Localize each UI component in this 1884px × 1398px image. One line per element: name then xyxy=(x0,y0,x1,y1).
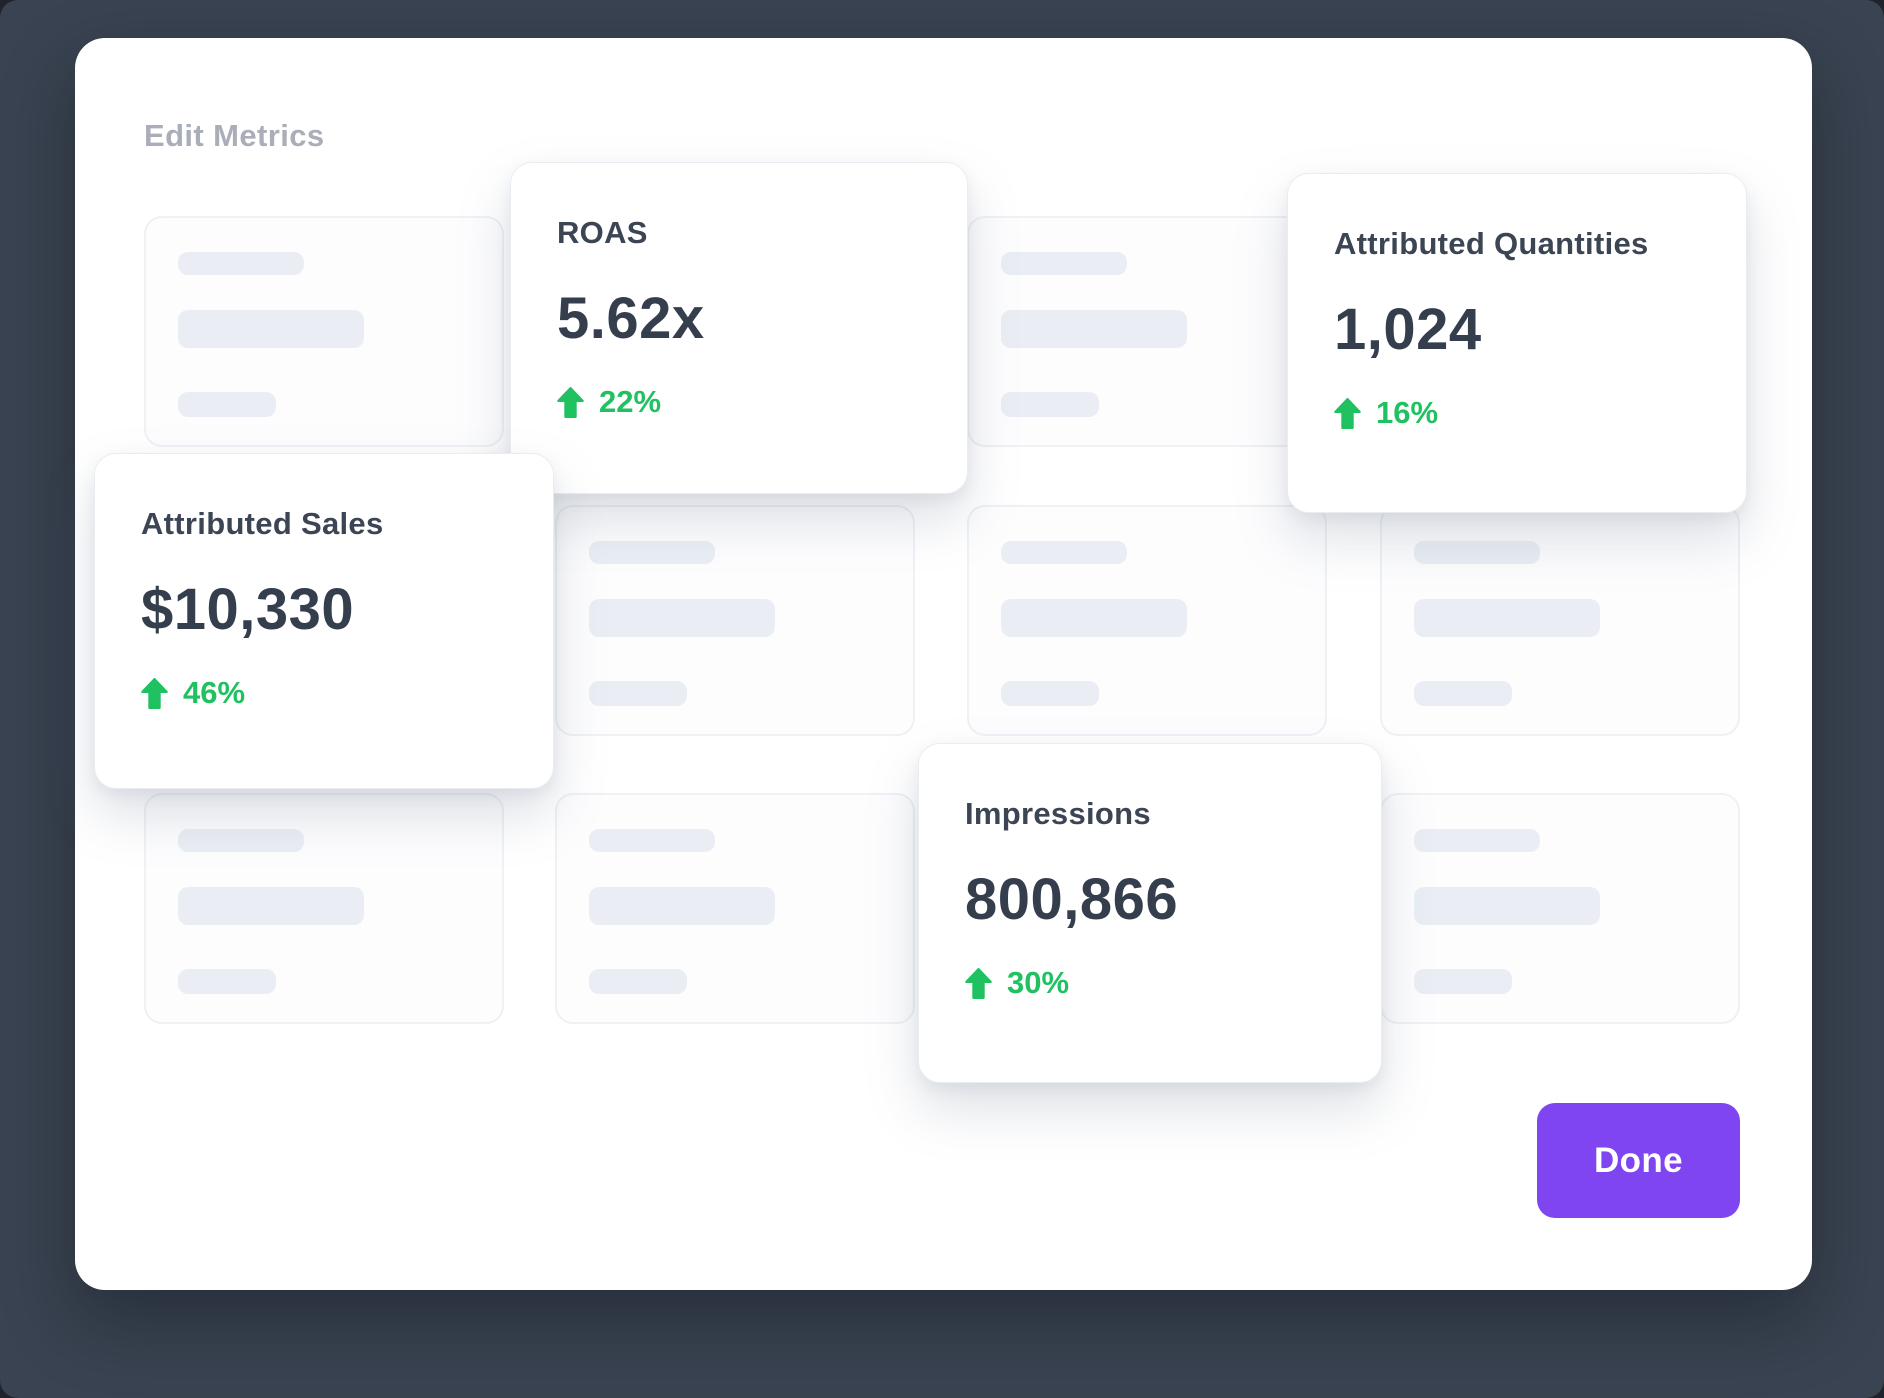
placeholder-metric-card[interactable] xyxy=(555,505,915,736)
skeleton-bar xyxy=(589,681,687,706)
metric-value: 5.62x xyxy=(557,286,705,351)
skeleton-bar xyxy=(1001,392,1099,417)
skeleton-bar xyxy=(178,969,276,994)
metric-value: $10,330 xyxy=(141,577,355,642)
skeleton-bar xyxy=(178,829,304,852)
skeleton-bar xyxy=(1414,969,1512,994)
metric-change-value: 22% xyxy=(599,384,662,419)
skeleton-bar xyxy=(1414,829,1540,852)
metric-change: 22% xyxy=(557,384,921,420)
metric-label: ROAS xyxy=(557,215,648,250)
placeholder-metric-card[interactable] xyxy=(967,505,1327,736)
skeleton-bar xyxy=(1001,681,1099,706)
skeleton-bar xyxy=(178,310,364,348)
up-arrow-icon xyxy=(965,967,992,999)
placeholder-metric-card[interactable] xyxy=(144,216,504,447)
metric-change: 16% xyxy=(1334,395,1700,431)
metric-label: Impressions xyxy=(965,796,1151,831)
skeleton-bar xyxy=(1001,541,1127,564)
done-button[interactable]: Done xyxy=(1537,1103,1740,1218)
skeleton-bar xyxy=(1001,310,1187,348)
placeholder-metric-card[interactable] xyxy=(1380,793,1740,1024)
skeleton-bar xyxy=(589,541,715,564)
skeleton-bar xyxy=(589,829,715,852)
up-arrow-icon xyxy=(141,677,168,709)
metric-card-roas[interactable]: ROAS 5.62x 22% xyxy=(510,162,968,494)
metric-change-value: 16% xyxy=(1376,395,1439,430)
metric-change-value: 46% xyxy=(183,675,246,710)
dialog-title: Edit Metrics xyxy=(144,118,325,153)
placeholder-metric-card[interactable] xyxy=(1380,505,1740,736)
up-arrow-icon xyxy=(1334,397,1361,429)
metric-value: 1,024 xyxy=(1334,297,1482,362)
edit-metrics-dialog: Edit Metrics xyxy=(75,38,1812,1290)
skeleton-bar xyxy=(589,599,775,637)
metric-change: 46% xyxy=(141,675,507,711)
skeleton-bar xyxy=(178,252,304,275)
metric-change-value: 30% xyxy=(1007,965,1070,1000)
metric-card-attributed-sales[interactable]: Attributed Sales $10,330 46% xyxy=(94,453,554,789)
skeleton-bar xyxy=(178,887,364,925)
placeholder-metric-card[interactable] xyxy=(144,793,504,1024)
metric-label: Attributed Sales xyxy=(141,506,384,541)
skeleton-bar xyxy=(589,887,775,925)
placeholder-metric-card[interactable] xyxy=(555,793,915,1024)
skeleton-bar xyxy=(1414,887,1600,925)
metric-card-attributed-quantities[interactable]: Attributed Quantities 1,024 16% xyxy=(1287,173,1747,513)
up-arrow-icon xyxy=(557,386,584,418)
metric-label: Attributed Quantities xyxy=(1334,226,1649,261)
skeleton-bar xyxy=(1414,541,1540,564)
skeleton-bar xyxy=(178,392,276,417)
skeleton-bar xyxy=(1001,599,1187,637)
skeleton-bar xyxy=(1414,599,1600,637)
placeholder-metric-card[interactable] xyxy=(967,216,1327,447)
skeleton-bar xyxy=(1414,681,1512,706)
metric-change: 30% xyxy=(965,965,1335,1001)
metric-value: 800,866 xyxy=(965,867,1179,932)
skeleton-bar xyxy=(589,969,687,994)
skeleton-bar xyxy=(1001,252,1127,275)
metric-card-impressions[interactable]: Impressions 800,866 30% xyxy=(918,743,1382,1083)
